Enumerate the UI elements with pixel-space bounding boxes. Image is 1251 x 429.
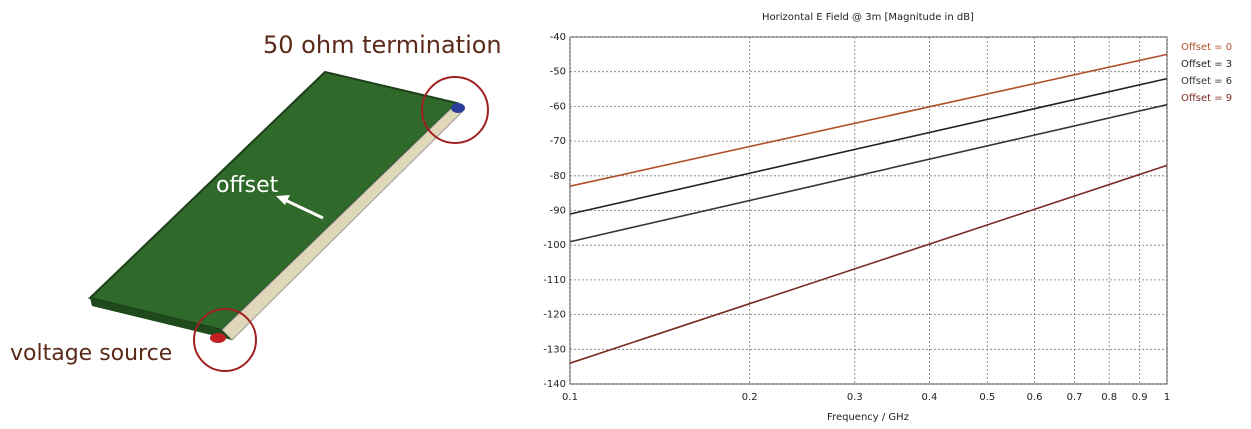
legend-entry: Offset = 9	[1181, 93, 1232, 104]
termination-port	[451, 103, 465, 113]
y-tick-label: -90	[550, 206, 566, 217]
y-tick-label: -110	[543, 275, 566, 286]
termination-label: 50 ohm termination	[263, 31, 502, 59]
board-diagram: 50 ohm termination offset voltage source	[10, 31, 502, 371]
x-tick-label: 0.1	[562, 392, 578, 403]
x-tick-label: 1	[1164, 392, 1170, 403]
y-tick-label: -80	[550, 171, 566, 182]
y-tick-label: -60	[550, 101, 566, 112]
x-tick-label: 0.9	[1132, 392, 1148, 403]
x-axis-label: Frequency / GHz	[827, 412, 909, 423]
source-port	[210, 333, 226, 343]
x-tick-label: 0.4	[921, 392, 937, 403]
y-tick-label: -40	[550, 32, 566, 43]
y-tick-label: -50	[550, 67, 566, 78]
x-tick-label: 0.3	[847, 392, 863, 403]
y-tick-label: -130	[543, 344, 566, 355]
x-tick-label: 0.6	[1027, 392, 1043, 403]
chart: Horizontal E Field @ 3m [Magnitude in dB…	[543, 12, 1232, 423]
source-label: voltage source	[10, 341, 172, 366]
legend-entry: Offset = 3	[1181, 59, 1232, 70]
x-tick-label: 0.5	[979, 392, 995, 403]
legend-entry: Offset = 0	[1181, 42, 1232, 53]
x-tick-label: 0.8	[1101, 392, 1117, 403]
y-tick-label: -100	[543, 240, 566, 251]
offset-label: offset	[216, 173, 279, 198]
legend-entry: Offset = 6	[1181, 76, 1232, 87]
y-tick-label: -120	[543, 310, 566, 321]
x-tick-label: 0.2	[742, 392, 758, 403]
page: 50 ohm termination offset voltage source…	[0, 0, 1251, 425]
y-tick-label: -70	[550, 136, 566, 147]
chart-title: Horizontal E Field @ 3m [Magnitude in dB…	[762, 12, 974, 23]
x-tick-label: 0.7	[1067, 392, 1083, 403]
y-tick-label: -140	[543, 379, 566, 390]
